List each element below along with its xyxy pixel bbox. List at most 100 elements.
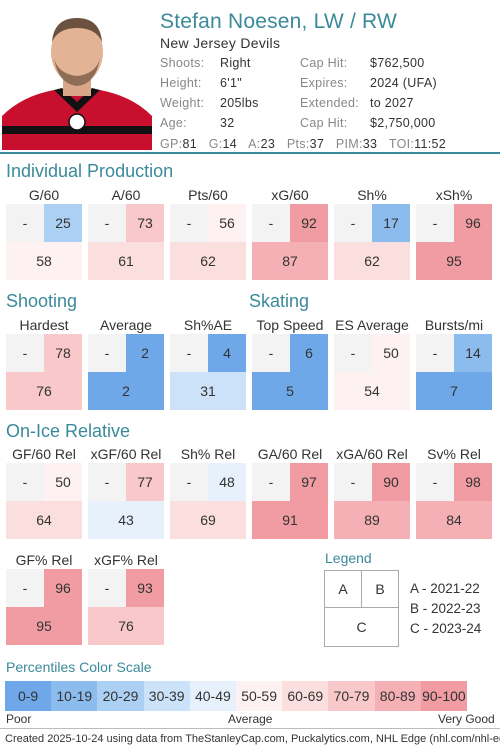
scale-bin: 20-29 [97, 681, 144, 711]
metric-value-c: 31 [170, 372, 246, 410]
metric-card: -93 76 [88, 569, 164, 645]
metric-card: -96 95 [6, 569, 82, 645]
scale-label-very-good: Very Good [438, 712, 495, 726]
metric-value-a: - [416, 204, 454, 242]
metric-value-c: 61 [88, 242, 164, 280]
metric-label: G/60 [28, 187, 60, 203]
metric-card: -92 87 [252, 204, 328, 280]
metric-value-a: - [170, 204, 208, 242]
scale-bin: 0-9 [5, 681, 52, 711]
metric-value-a: - [88, 334, 126, 372]
player-name: Stefan Noesen, LW / RW [160, 10, 398, 33]
legend-box-b: B [361, 570, 399, 608]
metric-label: GF/60 Rel [12, 446, 76, 462]
metric-card: -78 76 [6, 334, 82, 410]
metric-card: -77 43 [88, 463, 164, 539]
section-legend: Legend [325, 550, 372, 566]
metric-value-c: 87 [252, 242, 328, 280]
metric-value-b: 98 [454, 463, 492, 501]
metric-value-b: 96 [454, 204, 492, 242]
metric-value-a: - [416, 334, 454, 372]
scale-label-poor: Poor [6, 712, 32, 726]
info-weight: Weight: 205lbs [160, 96, 259, 110]
metric-value-b: 93 [126, 569, 164, 607]
metric-value-b: 56 [208, 204, 246, 242]
metric-value-b: 73 [126, 204, 164, 242]
metric-label: Sh% Rel [180, 446, 236, 462]
metric-label: Sh% [357, 187, 387, 203]
metric-value-a: - [170, 463, 208, 501]
metric-label: xGF/60 Rel [90, 446, 162, 462]
metric-value-c: 95 [416, 242, 492, 280]
metric-label: Pts/60 [188, 187, 228, 203]
metric-card: -98 84 [416, 463, 492, 539]
header-divider [0, 152, 500, 154]
metric-value-a: - [252, 204, 290, 242]
footer-divider [0, 728, 500, 729]
metric-label: xGA/60 Rel [336, 446, 408, 462]
metric-value-b: 90 [372, 463, 410, 501]
metric-value-b: 78 [44, 334, 82, 372]
metric-value-a: - [6, 463, 44, 501]
metric-value-b: 48 [208, 463, 246, 501]
legend-line-b: B - 2022-23 [410, 601, 481, 616]
metric-label: A/60 [111, 187, 141, 203]
metric-label: GA/60 Rel [257, 446, 323, 462]
metric-label: Sv% Rel [427, 446, 481, 462]
metric-value-c: 62 [170, 242, 246, 280]
metric-card: -90 89 [334, 463, 410, 539]
metric-value-b: 25 [44, 204, 82, 242]
section-individual-production: Individual Production [6, 161, 174, 181]
info-height: Height: 6'1" [160, 76, 242, 90]
metric-card: -50 64 [6, 463, 82, 539]
metric-label: Top Speed [256, 317, 324, 333]
metric-label: Hardest [19, 317, 69, 333]
metric-value-b: 4 [208, 334, 246, 372]
contract-expires: Expires: 2024 (UFA) [300, 76, 437, 90]
metric-value-c: 89 [334, 501, 410, 539]
metric-value-a: - [88, 463, 126, 501]
metric-card: -48 69 [170, 463, 246, 539]
metric-value-b: 50 [372, 334, 410, 372]
player-team: New Jersey Devils [160, 35, 281, 51]
info-age: Age: 32 [160, 116, 235, 130]
metric-value-a: - [334, 463, 372, 501]
metric-value-c: 5 [252, 372, 328, 410]
scale-label-average: Average [228, 712, 273, 726]
metric-value-a: - [416, 463, 454, 501]
metric-card: -14 7 [416, 334, 492, 410]
legend-line-a: A - 2021-22 [410, 581, 480, 596]
metric-value-c: 76 [88, 607, 164, 645]
metric-value-c: 7 [416, 372, 492, 410]
metric-value-b: 2 [126, 334, 164, 372]
scale-bin: 80-89 [374, 681, 421, 711]
metric-label: Bursts/mi [424, 317, 484, 333]
metric-value-b: 50 [44, 463, 82, 501]
section-on-ice-relative: On-Ice Relative [6, 421, 131, 441]
legend-box-a: A [324, 570, 362, 608]
metric-value-c: 69 [170, 501, 246, 539]
legend-box-c: C [324, 607, 399, 647]
metric-card: -97 91 [252, 463, 328, 539]
metric-card: -50 54 [334, 334, 410, 410]
metric-value-b: 6 [290, 334, 328, 372]
scale-bin: 50-59 [236, 681, 283, 711]
metric-value-b: 14 [454, 334, 492, 372]
metric-label: ES Average [335, 317, 409, 333]
metric-value-a: - [6, 569, 44, 607]
metric-value-c: 54 [334, 372, 410, 410]
metric-value-a: - [334, 334, 372, 372]
metric-label: xG/60 [271, 187, 309, 203]
metric-value-a: - [88, 569, 126, 607]
metric-value-b: 97 [290, 463, 328, 501]
metric-card: -56 62 [170, 204, 246, 280]
season-statline: GP:81 G:14 A:23 Pts:37 PIM:33 TOI:11:52 [160, 137, 447, 151]
metric-value-a: - [88, 204, 126, 242]
metric-value-c: 64 [6, 501, 82, 539]
scale-bin: 90-100 [420, 681, 467, 711]
metric-value-c: 91 [252, 501, 328, 539]
player-header: Stefan Noesen, LW / RW New Jersey Devils… [0, 0, 500, 152]
contract-extended: Extended: to 2027 [300, 96, 414, 110]
legend-line-c: C - 2023-24 [410, 621, 482, 636]
section-skating: Skating [249, 291, 310, 311]
